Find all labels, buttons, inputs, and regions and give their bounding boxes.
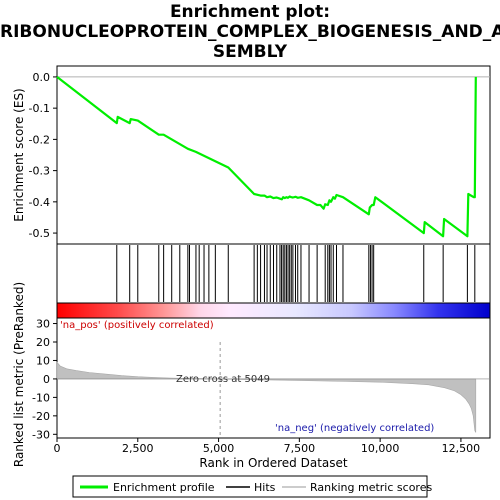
- ranking-y-tick-label: -30: [32, 428, 50, 441]
- es-y-axis-title: Enrichment score (ES): [12, 88, 26, 221]
- zero-cross-label: Zero cross at 5049: [176, 374, 270, 385]
- es-panel: 0.0 -0.1 -0.2 -0.3 -0.4 -0.5: [29, 65, 491, 245]
- ranking-y-tick-label: 30: [36, 318, 50, 331]
- es-y-tick-label: -0.3: [29, 165, 50, 178]
- es-y-tick-label: -0.1: [29, 102, 50, 115]
- es-y-tick-label: -0.2: [29, 133, 50, 146]
- x-axis: 0 2,500 5,000 7,500 10,000 12,500: [54, 438, 481, 455]
- ranking-y-tick-label: 20: [36, 336, 50, 349]
- x-tick-label: 2,500: [122, 442, 154, 455]
- es-y-tick-label: -0.4: [29, 196, 50, 209]
- hits-panel: [56, 243, 491, 319]
- chart-title: Enrichment plot: RIBONUCLEOPROTEIN_COMPL…: [0, 2, 500, 62]
- x-axis-title: Rank in Ordered Dataset: [199, 456, 347, 470]
- legend-label-hits: Hits: [254, 481, 276, 494]
- axis-labels: Rank in Ordered Dataset Enrichment score …: [12, 88, 348, 470]
- positive-correlation-label: 'na_pos' (positively correlated): [60, 320, 214, 331]
- x-tick-label: 5,000: [203, 442, 235, 455]
- enrichment-profile-line: [56, 76, 477, 238]
- ranking-y-axis-title: Ranked list metric (PreRanked): [12, 282, 26, 467]
- ranking-y-tick-label: 10: [36, 354, 50, 367]
- x-tick-label: 7,500: [284, 442, 316, 455]
- es-y-tick-label: 0.0: [33, 71, 51, 84]
- legend: Enrichment profile Hits Ranking metric sco…: [72, 475, 432, 498]
- es-plot-frame: [56, 65, 491, 245]
- legend-label-ranking: Ranking metric scores: [310, 481, 432, 494]
- ranking-y-tick-label: 0: [43, 373, 50, 386]
- ranking-panel: 30 20 10 0 -10 -20 -30 'na_pos' (positively cor…: [32, 317, 491, 441]
- x-tick-label: 12,500: [442, 442, 481, 455]
- ranking-y-tick-label: -10: [32, 391, 50, 404]
- negative-correlation-label: 'na_neg' (negatively correlated): [275, 423, 434, 434]
- ranking-metric-area: [56, 361, 477, 433]
- chart-title-line-2: RIBONUCLEOPROTEIN_COMPLEX_BIOGENESIS_AND…: [0, 22, 500, 42]
- chart-title-line-3: SEMBLY: [212, 42, 288, 62]
- ranking-color-bar: [56, 302, 491, 319]
- x-tick-label: 0: [54, 442, 61, 455]
- chart-title-line-1: Enrichment plot:: [169, 2, 331, 22]
- es-y-tick-label: -0.5: [29, 227, 50, 240]
- x-tick-label: 10,000: [361, 442, 400, 455]
- legend-label-enrichment: Enrichment profile: [113, 481, 215, 494]
- ranking-y-tick-label: -20: [32, 410, 50, 423]
